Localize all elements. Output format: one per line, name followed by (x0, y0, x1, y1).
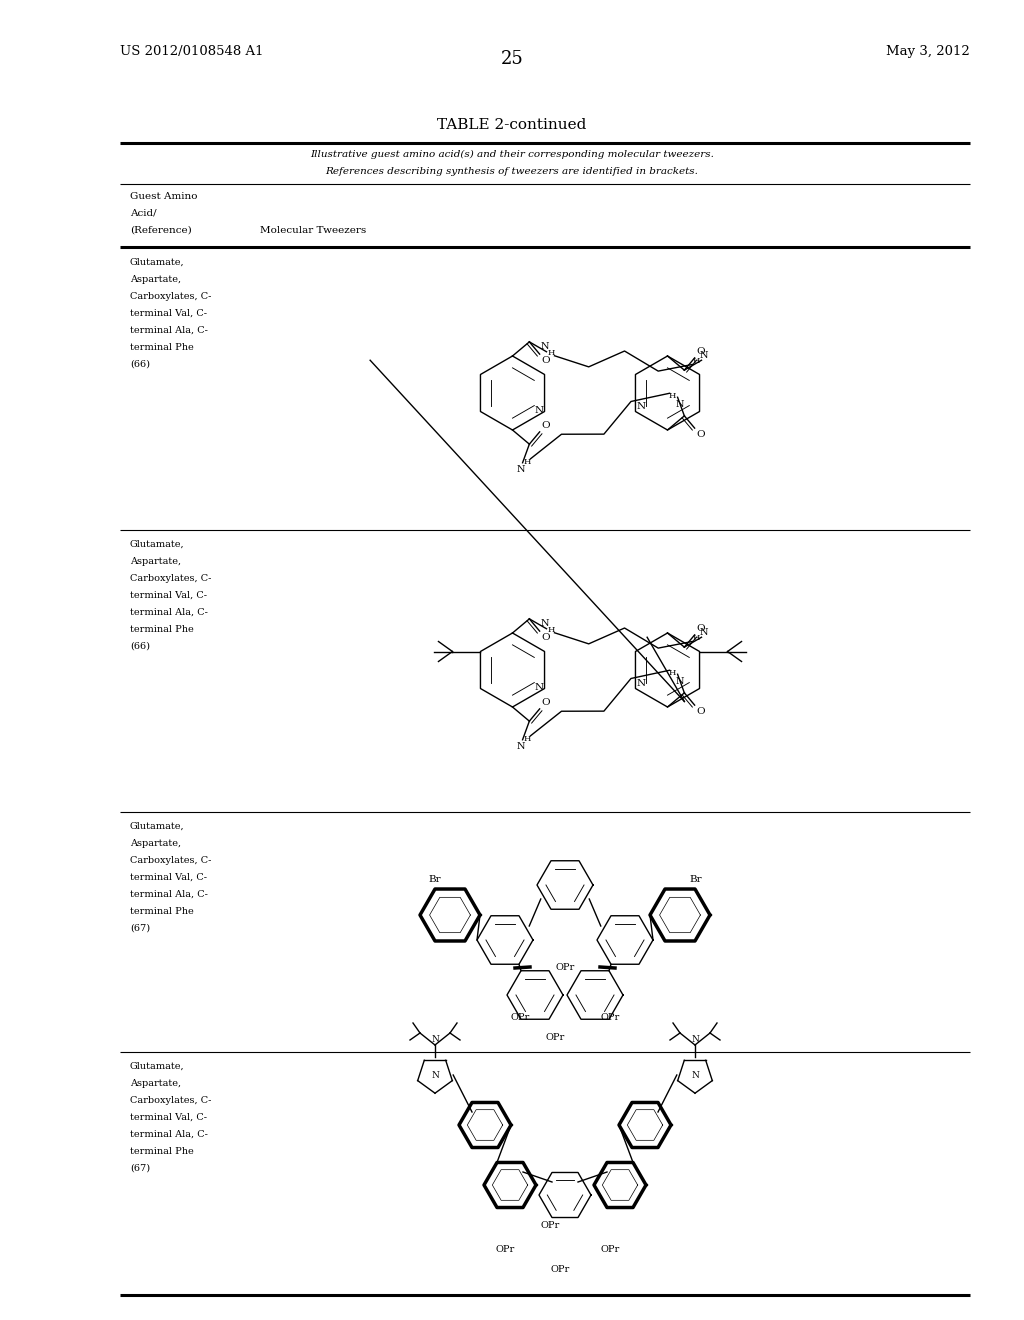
Text: N: N (637, 401, 646, 411)
Text: OPr: OPr (600, 1014, 620, 1023)
Text: H: H (524, 735, 531, 743)
Text: O: O (541, 634, 550, 643)
Text: O: O (696, 347, 705, 355)
Text: H: H (693, 634, 700, 643)
Text: TABLE 2-continued: TABLE 2-continued (437, 117, 587, 132)
Text: Br: Br (428, 874, 440, 883)
Text: N: N (431, 1071, 439, 1080)
Text: Carboxylates, C-: Carboxylates, C- (130, 855, 211, 865)
Text: terminal Val, C-: terminal Val, C- (130, 1113, 207, 1122)
Text: (66): (66) (130, 642, 150, 651)
Text: Aspartate,: Aspartate, (130, 840, 181, 847)
Text: H: H (548, 348, 555, 356)
Text: terminal Phe: terminal Phe (130, 907, 194, 916)
Text: N: N (535, 682, 544, 692)
Text: Aspartate,: Aspartate, (130, 557, 181, 566)
Text: Glutamate,: Glutamate, (130, 540, 184, 549)
Text: Aspartate,: Aspartate, (130, 275, 181, 284)
Text: Illustrative guest amino acid(s) and their corresponding molecular tweezers.: Illustrative guest amino acid(s) and the… (310, 150, 714, 160)
Text: OPr: OPr (550, 1266, 569, 1275)
Text: Aspartate,: Aspartate, (130, 1078, 181, 1088)
Text: Acid/: Acid/ (130, 209, 157, 218)
Text: N: N (676, 677, 684, 686)
Text: N: N (431, 1035, 439, 1044)
Text: Guest Amino: Guest Amino (130, 191, 198, 201)
Text: Carboxylates, C-: Carboxylates, C- (130, 574, 211, 583)
Text: N: N (699, 628, 708, 636)
Text: Br: Br (689, 874, 702, 883)
Text: OPr: OPr (496, 1246, 515, 1254)
Text: terminal Val, C-: terminal Val, C- (130, 873, 207, 882)
Text: O: O (541, 698, 550, 706)
Text: May 3, 2012: May 3, 2012 (886, 45, 970, 58)
Text: References describing synthesis of tweezers are identified in brackets.: References describing synthesis of tweez… (326, 168, 698, 176)
Text: N: N (516, 742, 525, 751)
Text: terminal Phe: terminal Phe (130, 624, 194, 634)
Text: US 2012/0108548 A1: US 2012/0108548 A1 (120, 45, 263, 58)
Text: Carboxylates, C-: Carboxylates, C- (130, 292, 211, 301)
Text: N: N (516, 465, 525, 474)
Text: O: O (541, 421, 550, 429)
Text: H: H (669, 392, 676, 400)
Text: Glutamate,: Glutamate, (130, 1063, 184, 1071)
Text: H: H (693, 358, 700, 366)
Text: H: H (548, 626, 555, 634)
Text: N: N (541, 619, 549, 628)
Text: (67): (67) (130, 1164, 151, 1173)
Text: N: N (637, 678, 646, 688)
Text: N: N (691, 1035, 699, 1044)
Text: terminal Val, C-: terminal Val, C- (130, 309, 207, 318)
Text: OPr: OPr (555, 964, 574, 973)
Text: terminal Phe: terminal Phe (130, 1147, 194, 1156)
Text: terminal Phe: terminal Phe (130, 343, 194, 352)
Text: N: N (541, 342, 549, 351)
Text: OPr: OPr (546, 1034, 564, 1043)
Text: terminal Ala, C-: terminal Ala, C- (130, 1130, 208, 1139)
Text: H: H (524, 458, 531, 466)
Text: terminal Val, C-: terminal Val, C- (130, 591, 207, 601)
Text: (66): (66) (130, 360, 150, 370)
Text: OPr: OPr (600, 1246, 620, 1254)
Text: O: O (696, 623, 705, 632)
Text: N: N (535, 405, 544, 414)
Text: N: N (691, 1071, 699, 1080)
Text: (Reference): (Reference) (130, 226, 191, 235)
Text: Glutamate,: Glutamate, (130, 822, 184, 832)
Text: OPr: OPr (510, 1014, 529, 1023)
Text: Glutamate,: Glutamate, (130, 257, 184, 267)
Text: N: N (676, 400, 684, 409)
Text: Carboxylates, C-: Carboxylates, C- (130, 1096, 211, 1105)
Text: (67): (67) (130, 924, 151, 933)
Text: O: O (696, 430, 705, 440)
Text: O: O (696, 708, 705, 717)
Text: Molecular Tweezers: Molecular Tweezers (260, 226, 367, 235)
Text: OPr: OPr (541, 1221, 560, 1229)
Text: N: N (699, 351, 708, 360)
Text: terminal Ala, C-: terminal Ala, C- (130, 326, 208, 335)
Text: terminal Ala, C-: terminal Ala, C- (130, 609, 208, 616)
Text: terminal Ala, C-: terminal Ala, C- (130, 890, 208, 899)
Text: O: O (541, 356, 550, 366)
Text: H: H (669, 669, 676, 677)
Text: 25: 25 (501, 50, 523, 69)
